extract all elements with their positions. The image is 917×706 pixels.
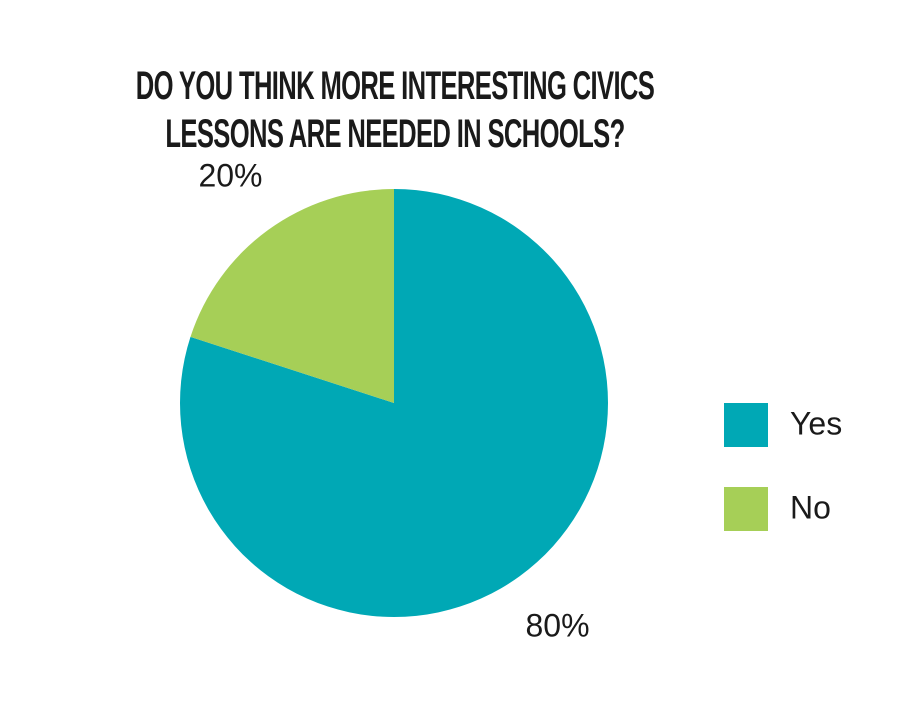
value-label: 20%: [198, 157, 262, 193]
chart-title: DO YOU THINK MORE INTERESTING CIVICS LESS…: [136, 64, 655, 156]
value-label: 80%: [525, 608, 589, 644]
legend-swatch: [724, 487, 768, 531]
pie-slice: [190, 189, 394, 403]
legend-swatch: [724, 403, 768, 447]
legend-label: No: [790, 489, 831, 525]
legend-label: Yes: [790, 405, 842, 441]
